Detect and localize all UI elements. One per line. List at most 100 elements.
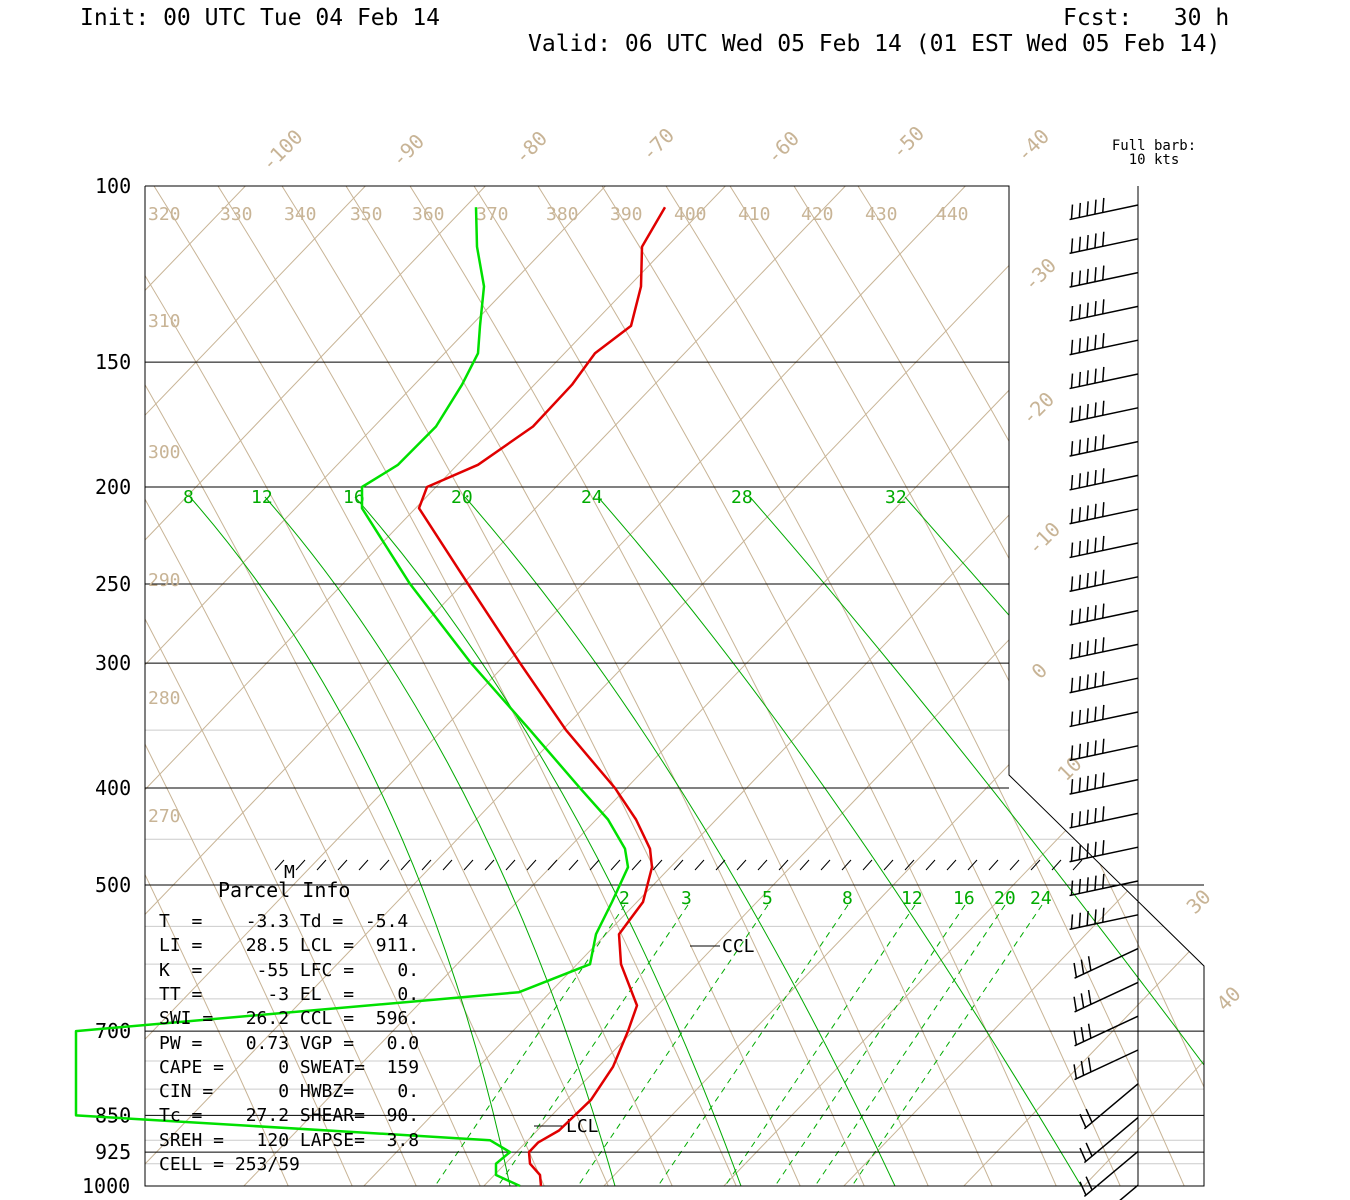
hatch-mark	[484, 859, 495, 871]
wind-barb	[1079, 1117, 1139, 1164]
dry-adiabat	[281, 186, 803, 1186]
pressure-label-300: 300	[95, 651, 131, 675]
barb-feather	[1078, 507, 1082, 522]
barb-staff	[1069, 778, 1139, 795]
theta-label: 280	[148, 688, 181, 709]
wind-barb	[1069, 671, 1139, 694]
barb-feather	[1080, 993, 1085, 1008]
barb-feather	[1102, 907, 1105, 923]
hatch-mark	[568, 859, 579, 871]
wind-barb	[1069, 333, 1139, 356]
theta-label: 380	[546, 204, 579, 225]
theta-label: 290	[148, 570, 181, 591]
barb-feather	[1102, 704, 1105, 720]
init-time: Init: 00 UTC Tue 04 Feb 14	[80, 5, 441, 31]
mixing-ratio-line	[851, 904, 1043, 1186]
mixing-ratio-label: 3	[681, 888, 692, 909]
barb-feather	[1070, 238, 1074, 253]
barb-feather	[1070, 812, 1074, 828]
barb-feather	[1086, 302, 1089, 318]
barb-feather	[1102, 265, 1105, 281]
isotherm-label: 0	[1027, 658, 1052, 683]
barb-feather	[1102, 197, 1105, 213]
barb-feather	[1086, 268, 1089, 284]
barb-feather	[1078, 202, 1082, 218]
barb-feather	[1073, 962, 1078, 978]
isotherm-label: -60	[762, 126, 805, 169]
isotherm-line	[145, 186, 1121, 1186]
dry-adiabat	[537, 186, 1059, 1186]
barb-feather	[1073, 1030, 1078, 1046]
barb-feather	[1094, 334, 1097, 350]
barb-feather	[1102, 603, 1105, 619]
barb-feather	[1094, 841, 1097, 857]
hatch-mark	[589, 859, 600, 871]
dewpoint-profile	[74, 207, 630, 1188]
barb-feather	[1094, 436, 1097, 451]
wind-barbs	[1069, 197, 1139, 1200]
valid-time: Valid: 06 UTC Wed 05 Feb 14 (01 EST Wed …	[528, 31, 1221, 57]
dry-adiabat	[145, 186, 483, 1186]
barb-staff	[1069, 474, 1139, 491]
barb-feather	[1070, 373, 1074, 389]
barb-feather	[1080, 959, 1085, 975]
wind-barb	[1069, 265, 1139, 288]
barb-feather	[1086, 775, 1089, 791]
barb-feather	[1079, 1181, 1087, 1196]
isotherm-line	[145, 186, 1001, 1186]
dry-adiabat	[145, 186, 355, 1186]
theta-label: 320	[148, 204, 181, 225]
barb-legend: Full barb: 10 kts	[1100, 139, 1208, 167]
barb-feather	[1070, 711, 1074, 727]
barb-legend-line2: 10 kts	[1128, 152, 1180, 168]
barb-staff	[1069, 812, 1139, 829]
barb-feather	[1094, 672, 1097, 688]
pressure-label-200: 200	[95, 475, 131, 499]
barb-feather	[1078, 338, 1082, 353]
pressure-label-500: 500	[95, 873, 131, 897]
mixing-ratio-label: 16	[953, 888, 975, 909]
barb-feather	[1086, 573, 1089, 588]
pressure-label-925: 925	[95, 1140, 131, 1164]
moist-adiabat	[464, 496, 896, 1186]
moist-adiabat	[264, 496, 616, 1186]
parcel-info-row: CELL = 253/59	[159, 1154, 300, 1175]
isotherm-label: -70	[637, 123, 680, 166]
isotherm-line	[599, 186, 1204, 1186]
theta-label: 440	[936, 204, 969, 225]
barb-feather	[1078, 574, 1082, 590]
isotherm-label: 30	[1182, 885, 1216, 919]
barb-feather	[1078, 676, 1082, 691]
barb-staff	[1069, 677, 1139, 694]
dry-adiabat	[217, 186, 739, 1186]
wind-barb	[1069, 400, 1139, 424]
moist-adiabat-label: 16	[343, 487, 365, 508]
marker-ccl: CCL	[722, 936, 755, 957]
barb-feather	[1078, 777, 1082, 793]
barb-feather	[1078, 236, 1082, 252]
barb-feather	[1094, 233, 1097, 248]
barb-feather	[1086, 370, 1089, 385]
barb-feather	[1078, 845, 1082, 860]
hatch-mark	[610, 859, 621, 871]
barb-staff	[1074, 1049, 1139, 1081]
isotherm-line	[145, 186, 761, 1186]
barb-feather	[1079, 1113, 1087, 1128]
barb-staff	[1069, 407, 1139, 424]
frame-outline	[144, 185, 1205, 1187]
dry-adiabat	[409, 186, 931, 1186]
barb-staff	[1069, 373, 1139, 390]
dry-adiabat	[153, 186, 675, 1186]
hatch-mark	[547, 859, 558, 871]
isotherm-line	[959, 186, 1204, 1186]
barb-feather	[1078, 439, 1082, 455]
hatch-mark	[526, 859, 537, 871]
isotherm-label: 10	[1053, 752, 1087, 786]
mixing-ratio-label: 8	[842, 888, 853, 909]
barb-feather	[1070, 441, 1074, 456]
isotherm-label: -90	[387, 129, 430, 172]
pressure-label-250: 250	[95, 572, 131, 596]
isotherm-line	[145, 186, 641, 1186]
barb-staff	[1069, 508, 1139, 525]
barb-staff	[1074, 1015, 1139, 1047]
